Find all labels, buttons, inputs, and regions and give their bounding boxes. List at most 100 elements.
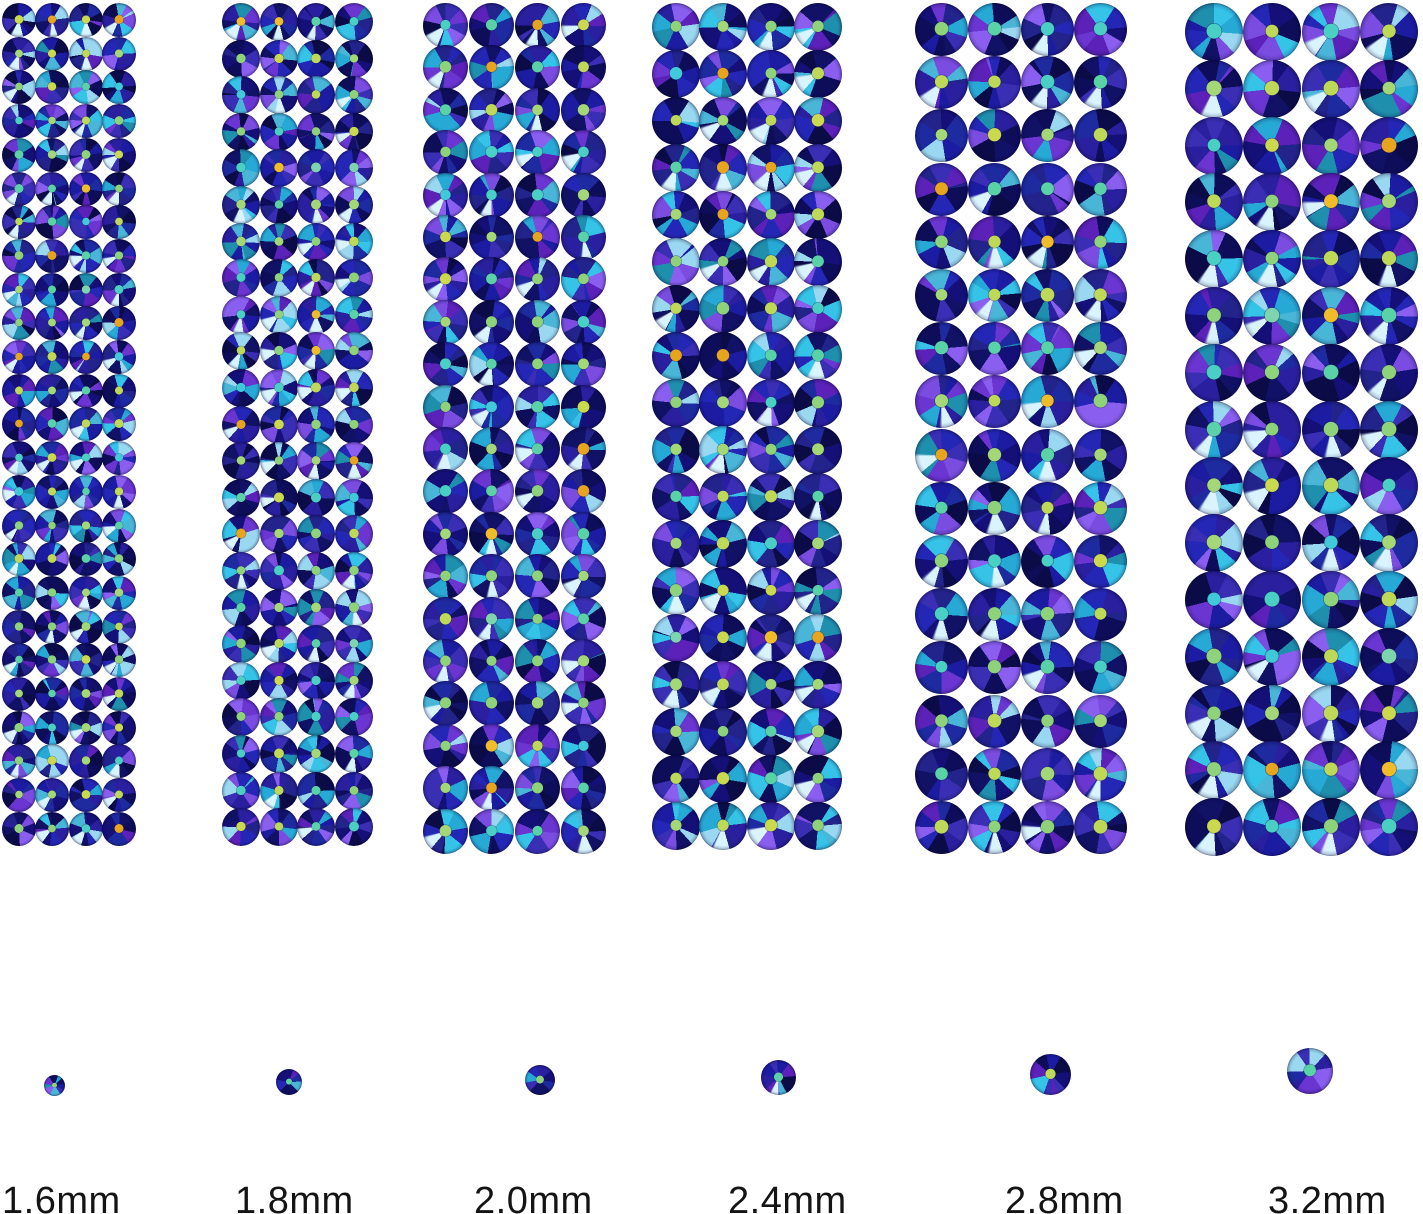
rhinestone [102, 137, 137, 172]
rhinestone [746, 708, 795, 756]
rhinestone [335, 259, 374, 298]
rhinestone [1185, 116, 1243, 175]
rhinestone [259, 222, 298, 261]
rhinestone [793, 708, 842, 756]
rhinestone [102, 744, 137, 779]
rhinestone [515, 87, 560, 133]
rhinestone [35, 205, 70, 240]
rhinestone [259, 39, 298, 78]
rhinestone [297, 369, 336, 407]
sample-rhinestone [1287, 1048, 1333, 1094]
rhinestone [1021, 481, 1074, 535]
rhinestone [561, 596, 606, 642]
rhinestone [1301, 627, 1360, 686]
rhinestone [2, 306, 36, 341]
rhinestone [515, 427, 560, 472]
rhinestone [102, 3, 137, 37]
rhinestone [335, 771, 374, 810]
rhinestone [102, 542, 137, 577]
rhinestone [68, 677, 103, 711]
rhinestone [968, 747, 1021, 801]
rhinestone [102, 710, 137, 745]
rhinestone [699, 473, 748, 521]
rhinestone [1074, 641, 1127, 695]
rhinestone [222, 76, 260, 115]
rhinestone [1243, 457, 1302, 516]
rhinestone [968, 535, 1021, 588]
rhinestone [35, 542, 70, 577]
rhinestone [1021, 801, 1074, 854]
rhinestone [1074, 747, 1127, 801]
rhinestone [1243, 400, 1302, 459]
rhinestone [515, 766, 560, 812]
rhinestone [2, 3, 36, 37]
rhinestone [335, 405, 374, 444]
rhinestone [68, 643, 103, 678]
rhinestone [915, 747, 968, 801]
sample-rhinestone [525, 1065, 555, 1095]
rhinestone [915, 535, 968, 588]
rhinestone [102, 340, 137, 374]
rhinestone [35, 137, 70, 172]
rhinestone [102, 306, 137, 341]
size-label-2-8mm: 2.8mm [1005, 1180, 1124, 1214]
rhinestone [1243, 173, 1302, 232]
rhinestone [259, 442, 298, 481]
rhinestone [1185, 400, 1243, 459]
rhinestone [68, 407, 103, 442]
rhinestone [652, 144, 700, 192]
rhinestone [222, 39, 260, 78]
rhinestone [1074, 801, 1127, 854]
rhinestone [2, 609, 36, 644]
rhinestone [1243, 59, 1302, 118]
rhinestone [297, 478, 336, 517]
rhinestone [222, 588, 260, 627]
rhinestone [968, 109, 1021, 163]
rhinestone [1359, 230, 1418, 289]
rhinestone [915, 269, 968, 322]
rhinestone [1243, 741, 1302, 800]
rhinestone [515, 299, 560, 345]
rhinestone [1185, 59, 1243, 118]
rhinestone [1021, 3, 1074, 56]
rhinestone [259, 478, 298, 517]
rhinestone [2, 744, 36, 779]
rhinestone [1243, 116, 1302, 175]
rhinestone [1185, 514, 1243, 573]
rhinestone [1185, 230, 1243, 289]
rhinestone [469, 511, 514, 557]
rhinestone [259, 149, 298, 188]
rhinestone [561, 723, 606, 769]
rhinestone [222, 771, 260, 810]
rhinestone [297, 259, 336, 298]
rhinestone [423, 342, 468, 388]
rhinestone [222, 112, 260, 151]
rhinestone [297, 76, 336, 115]
rhinestone [1185, 343, 1243, 402]
size-label-1-6mm: 1.6mm [2, 1180, 121, 1214]
rhinestone [968, 375, 1021, 429]
rhinestone [469, 172, 514, 218]
rhinestone [793, 379, 842, 427]
rhinestone [699, 97, 748, 145]
rhinestone [793, 332, 842, 380]
rhinestone [335, 698, 374, 737]
rhinestone [423, 3, 468, 48]
rhinestone [423, 427, 468, 472]
rhinestone [68, 744, 103, 779]
size-label-1-8mm: 1.8mm [235, 1180, 354, 1214]
rhinestone [1074, 535, 1127, 588]
rhinestone [35, 238, 70, 273]
rhinestone [1074, 588, 1127, 642]
rhinestone [793, 97, 842, 145]
rhinestone [561, 384, 606, 430]
rhinestone [561, 3, 606, 48]
rhinestone [746, 144, 795, 192]
rhinestone [335, 112, 374, 151]
rhinestone [1359, 287, 1418, 345]
rhinestone [102, 373, 137, 408]
rhinestone [35, 306, 70, 341]
rhinestone [2, 137, 36, 172]
rhinestone [102, 811, 137, 846]
